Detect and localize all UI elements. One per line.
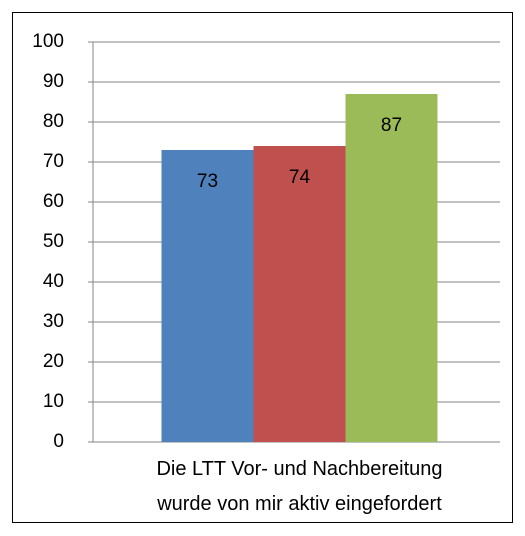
y-tick-label: 50 [43,231,64,252]
y-tick-label: 70 [43,151,64,172]
y-tick-label: 0 [53,431,64,452]
x-tick-label: Die LTT Vor- und Nachbereitung wurde von… [156,458,443,515]
y-tick-label: 80 [43,111,64,132]
bar [253,146,346,442]
data-label: 87 [381,115,402,136]
bar [161,150,254,442]
y-tick-label: 100 [32,31,64,52]
data-label: 73 [197,171,218,192]
y-tick-label: 40 [43,271,64,292]
y-tick-label: 30 [43,311,64,332]
bar [345,94,438,442]
y-tick-label: 10 [43,391,64,412]
y-tick-label: 60 [43,191,64,212]
y-tick-label: 90 [43,71,64,92]
y-tick-label: 20 [43,351,64,372]
data-label: 74 [289,167,311,188]
